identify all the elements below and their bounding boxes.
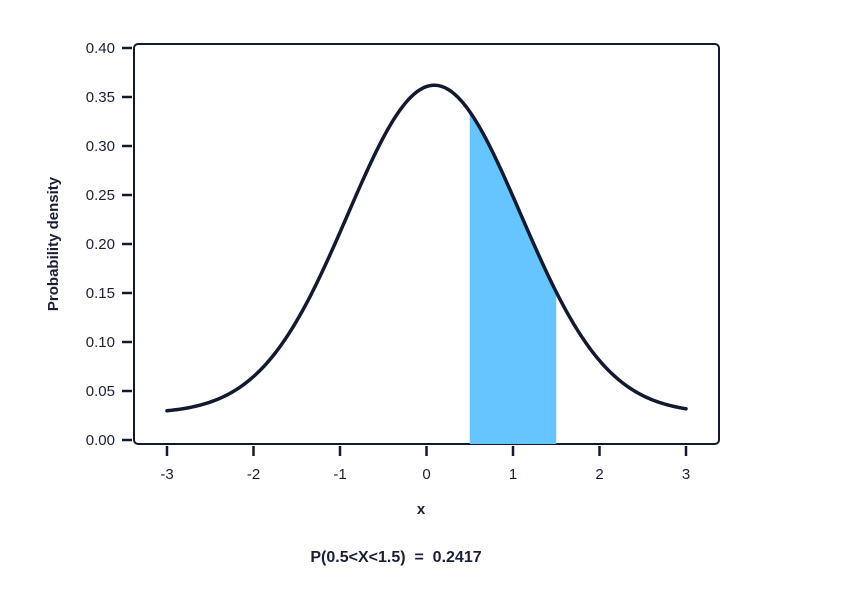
x-tick-label: 2 (595, 466, 603, 483)
y-tick-label: 0.10 (86, 334, 115, 351)
x-tick-label: 0 (422, 466, 430, 483)
y-tick-label: 0.15 (86, 285, 115, 302)
shaded-region (469, 111, 557, 445)
x-axis-title: x (417, 501, 426, 518)
probability-annotation: P(0.5<X<1.5) = 0.2417 (310, 549, 481, 566)
y-tick-label: 0.20 (86, 236, 115, 253)
shaded-probability-region-layer (469, 111, 557, 445)
y-tick-label: 0.30 (86, 138, 115, 155)
plot-area-frame (133, 43, 720, 445)
x-tick-label: 3 (682, 466, 690, 483)
x-axis: -3 -2 -1 0 1 2 3 (160, 446, 690, 483)
y-axis: 0.00 0.05 0.10 0.15 0.20 0.25 0.30 0.35 0.40 (86, 40, 132, 449)
density-curve-layer (165, 83, 688, 413)
density-curve (165, 83, 688, 413)
x-tick-label: -3 (160, 466, 173, 483)
y-tick-label: 0.05 (86, 383, 115, 400)
y-tick-label: 0.25 (86, 187, 115, 204)
y-tick-label: 0.00 (86, 432, 115, 449)
x-tick-label: -2 (247, 466, 260, 483)
y-axis-title: Probability density (45, 176, 62, 311)
y-tick-label: 0.35 (86, 89, 115, 106)
y-tick-label: 0.40 (86, 40, 115, 57)
x-tick-label: -1 (333, 466, 346, 483)
x-tick-label: 1 (509, 466, 517, 483)
